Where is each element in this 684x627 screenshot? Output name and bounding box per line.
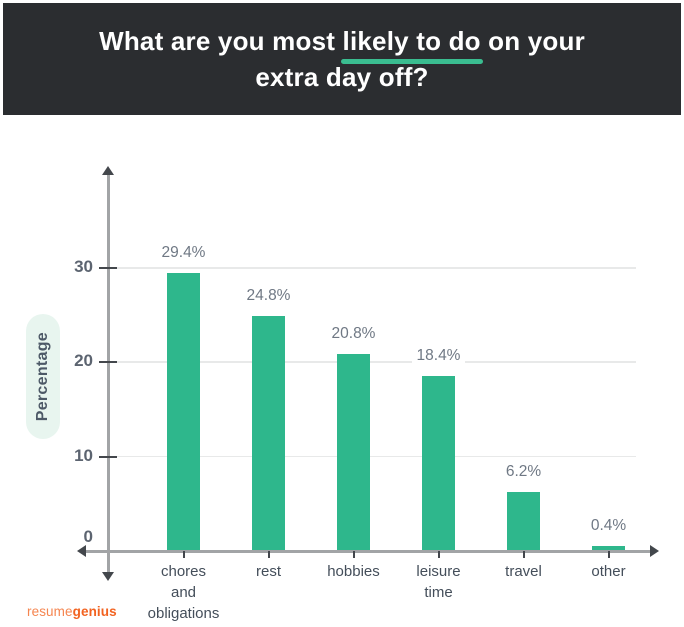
y-tick-30 bbox=[99, 267, 117, 270]
y-tick-label-30: 30 bbox=[74, 257, 93, 277]
title-underline bbox=[340, 58, 483, 64]
value-label-text: 6.2% bbox=[500, 461, 547, 482]
title-line1-suffix: on your bbox=[480, 25, 585, 56]
bar bbox=[337, 353, 370, 550]
resumegenius-logo: resumegenius bbox=[27, 604, 117, 619]
title-line1-prefix: What are you most bbox=[99, 25, 343, 56]
title-line2: extra day off? bbox=[255, 61, 429, 92]
logo-resume: resume bbox=[27, 604, 73, 619]
value-label: 18.4% bbox=[394, 346, 484, 367]
value-label-text: 18.4% bbox=[411, 346, 466, 367]
title-highlight-text: likely to do bbox=[342, 25, 481, 56]
y-axis-arrow-up-icon bbox=[102, 166, 114, 175]
category-label: hobbies bbox=[327, 563, 380, 580]
gridline-10 bbox=[108, 455, 636, 458]
x-axis-arrow-right-icon bbox=[650, 545, 659, 557]
y-tick-label-20: 20 bbox=[74, 351, 93, 371]
value-label-text: 29.4% bbox=[156, 242, 211, 263]
bar bbox=[592, 546, 625, 550]
category-label: other bbox=[591, 563, 626, 580]
y-axis-line bbox=[107, 174, 110, 572]
value-label: 6.2% bbox=[479, 461, 569, 482]
x-tick bbox=[522, 551, 525, 558]
bar bbox=[167, 272, 200, 550]
title-highlight: likely to do bbox=[340, 25, 483, 64]
x-axis-line bbox=[86, 550, 650, 553]
value-label: 20.8% bbox=[309, 323, 399, 344]
chart-title: What are you most likely to do on your e… bbox=[99, 25, 585, 94]
value-label: 29.4% bbox=[139, 242, 229, 263]
y-tick-label-10: 10 bbox=[74, 445, 93, 465]
gridline-20 bbox=[108, 361, 636, 363]
value-label: 24.8% bbox=[224, 286, 314, 307]
bar bbox=[422, 376, 455, 550]
x-tick bbox=[607, 551, 610, 558]
value-label-text: 0.4% bbox=[585, 516, 632, 537]
value-label: 0.4% bbox=[564, 516, 654, 537]
logo-genius: genius bbox=[72, 604, 117, 619]
value-label-text: 24.8% bbox=[241, 286, 296, 307]
bar bbox=[252, 316, 285, 550]
category-label: chores and obligations bbox=[147, 563, 220, 622]
x-tick bbox=[352, 551, 355, 558]
y-tick-label-0: 0 bbox=[83, 527, 93, 546]
x-tick bbox=[182, 551, 185, 558]
y-axis-label: Percentage bbox=[34, 331, 51, 422]
category-label: rest bbox=[255, 563, 281, 580]
x-tick bbox=[437, 551, 440, 558]
title-line1: What are you most likely to do on your bbox=[99, 25, 585, 64]
y-tick-20 bbox=[99, 361, 117, 364]
gridline-30 bbox=[108, 267, 636, 269]
category-label: travel bbox=[505, 563, 542, 580]
y-axis-arrow-down-icon bbox=[102, 572, 114, 581]
header-banner: What are you most likely to do on your e… bbox=[3, 3, 681, 115]
bar bbox=[507, 491, 540, 550]
category-label: leisure time bbox=[416, 563, 461, 601]
x-tick bbox=[267, 551, 270, 558]
x-axis-arrow-left-icon bbox=[77, 545, 86, 557]
value-label-text: 20.8% bbox=[326, 323, 381, 344]
y-tick-10 bbox=[99, 455, 117, 458]
y-axis-label-pill: Percentage bbox=[26, 314, 60, 439]
